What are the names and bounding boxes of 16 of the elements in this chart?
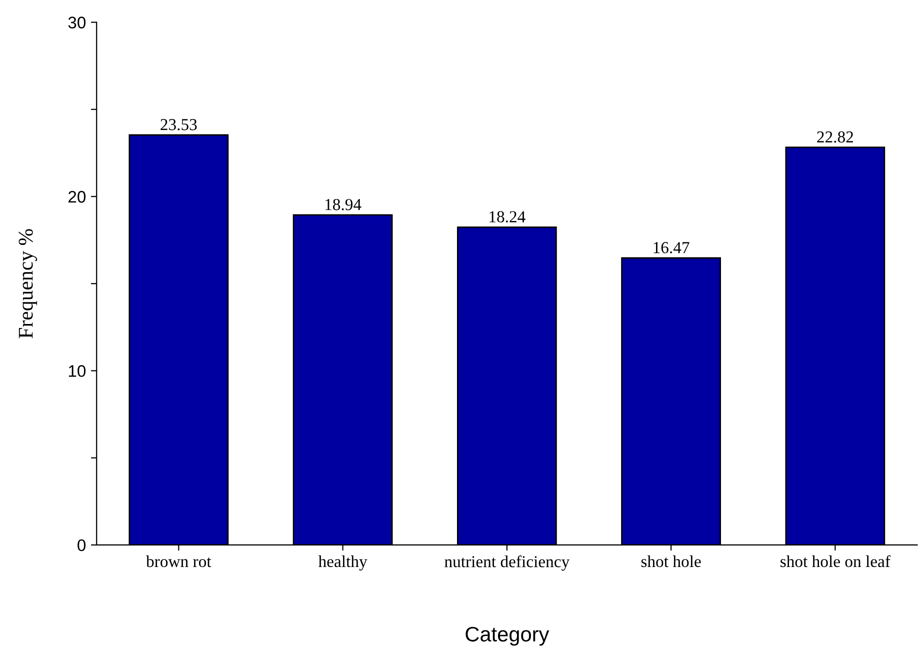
x-tick-label: brown rot [146,555,212,568]
y-axis-title: Frequency % [18,229,38,338]
x-tick-label: shot hole [641,555,701,568]
x-tick-label: nutrient deficiency [444,555,570,571]
data-label: 16.47 [654,242,690,254]
x-axis-title: Category [466,626,550,646]
y-tick-label: 10 [68,365,86,377]
data-label: 22.82 [817,131,854,143]
y-tick-label: 0 [78,539,86,552]
data-label: 18.24 [490,211,526,222]
y-tick-label: 30 [68,16,86,28]
x-tick-label: healthy [318,555,368,571]
data-label: 18.94 [326,198,362,210]
x-tick-label: shot hole on leaf [780,555,890,568]
y-tick-label: 20 [68,190,86,203]
data-label: 23.53 [160,119,197,130]
